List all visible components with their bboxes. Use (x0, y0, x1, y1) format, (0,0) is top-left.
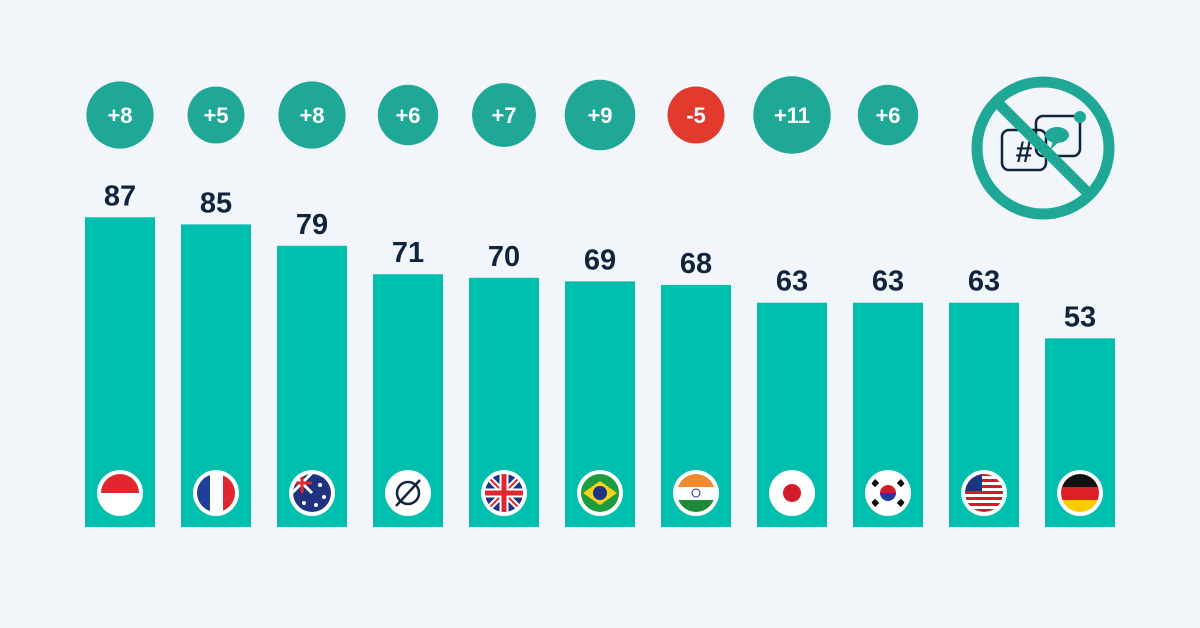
value-label: 63 (872, 266, 904, 298)
change-bubble (667, 86, 725, 144)
value-label: 87 (104, 180, 136, 212)
flag-united-states (961, 470, 1007, 516)
flag-australia (289, 470, 335, 516)
flag-south-korea (865, 470, 911, 516)
value-label: 69 (584, 244, 616, 276)
flag-indonesia (97, 470, 143, 516)
flag-france (193, 470, 239, 516)
change-bubble (564, 79, 636, 151)
change-label: +5 (203, 103, 228, 128)
value-label: 63 (968, 266, 1000, 298)
change-label: +9 (587, 103, 612, 128)
flag-india (673, 470, 719, 516)
change-bubble (377, 84, 439, 146)
flag-japan (769, 470, 815, 516)
change-bubble (753, 76, 831, 154)
value-label: 63 (776, 266, 808, 298)
value-label: 79 (296, 209, 328, 241)
value-label: 70 (488, 241, 520, 273)
change-label: +6 (875, 103, 900, 128)
svg-text:#: # (1016, 136, 1033, 169)
change-label: +11 (774, 103, 810, 128)
change-bubble (278, 81, 346, 149)
change-label: -5 (686, 103, 706, 128)
flag-united-kingdom (481, 470, 527, 516)
change-label: +8 (299, 103, 324, 128)
value-label: 71 (392, 237, 424, 269)
no-social-media-icon: # (971, 76, 1115, 220)
change-bubble (86, 81, 154, 149)
change-label: +7 (491, 103, 516, 128)
flag-germany (1057, 470, 1103, 516)
change-bubble (857, 84, 919, 146)
change-label: +8 (107, 103, 132, 128)
value-label: 53 (1064, 301, 1096, 333)
value-label: 68 (680, 248, 712, 280)
flag-brazil (577, 470, 623, 516)
value-label: 85 (200, 187, 232, 219)
change-bubble (472, 83, 536, 147)
change-bubble (187, 86, 245, 144)
average-icon (385, 470, 431, 516)
change-label: +6 (395, 103, 420, 128)
